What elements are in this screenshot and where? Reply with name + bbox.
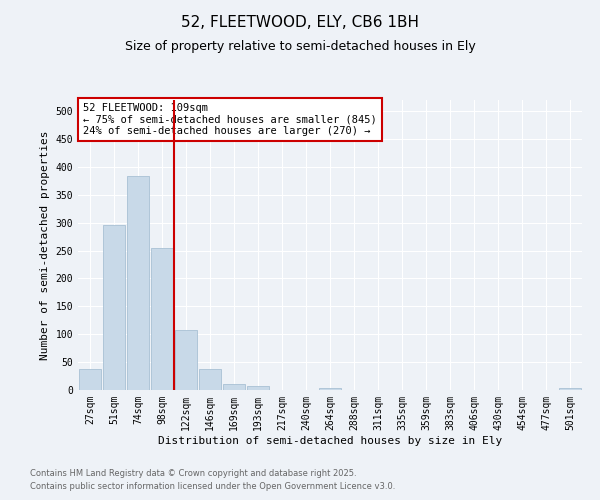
Text: 52 FLEETWOOD: 109sqm
← 75% of semi-detached houses are smaller (845)
24% of semi: 52 FLEETWOOD: 109sqm ← 75% of semi-detac… — [83, 103, 377, 136]
Text: Contains public sector information licensed under the Open Government Licence v3: Contains public sector information licen… — [30, 482, 395, 491]
Bar — [127, 176, 149, 390]
Bar — [247, 386, 269, 390]
Bar — [319, 388, 341, 390]
X-axis label: Distribution of semi-detached houses by size in Ely: Distribution of semi-detached houses by … — [158, 436, 502, 446]
Text: Size of property relative to semi-detached houses in Ely: Size of property relative to semi-detach… — [125, 40, 475, 53]
Bar — [103, 226, 125, 390]
Bar — [559, 388, 581, 390]
Y-axis label: Number of semi-detached properties: Number of semi-detached properties — [40, 130, 50, 360]
Text: 52, FLEETWOOD, ELY, CB6 1BH: 52, FLEETWOOD, ELY, CB6 1BH — [181, 15, 419, 30]
Bar — [175, 330, 197, 390]
Text: Contains HM Land Registry data © Crown copyright and database right 2025.: Contains HM Land Registry data © Crown c… — [30, 468, 356, 477]
Bar — [151, 248, 173, 390]
Bar — [79, 370, 101, 390]
Bar — [223, 384, 245, 390]
Bar — [199, 370, 221, 390]
